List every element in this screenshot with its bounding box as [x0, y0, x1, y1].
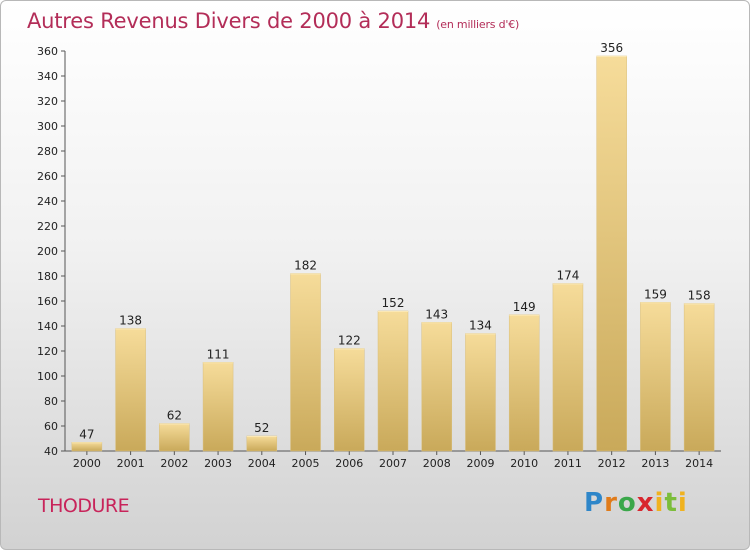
y-tick-label: 140 [37, 320, 58, 333]
x-tick-label: 2013 [641, 457, 669, 470]
y-tick-label: 260 [37, 170, 58, 183]
x-tick-label: 2001 [117, 457, 145, 470]
bar-value-label: 47 [79, 427, 94, 441]
bar-2014 [683, 303, 715, 452]
bar-2009 [465, 333, 496, 452]
y-tick-label: 160 [37, 295, 58, 308]
bar-2013 [640, 302, 671, 452]
y-tick-label: 280 [37, 145, 58, 158]
bar-2008 [421, 322, 452, 452]
y-tick-label: 180 [37, 270, 58, 283]
y-tick-label: 80 [44, 395, 58, 408]
bar-value-label: 111 [207, 347, 230, 361]
y-tick-label: 120 [37, 345, 58, 358]
x-tick-label: 2003 [204, 457, 232, 470]
x-tick-label: 2010 [510, 457, 538, 470]
x-tick-label: 2002 [160, 457, 188, 470]
bar-2003 [202, 362, 234, 452]
bar-2001 [115, 328, 146, 452]
bar-value-label: 356 [600, 41, 623, 55]
bar-2002 [159, 423, 190, 452]
x-tick-label: 2009 [466, 457, 494, 470]
bar-2004 [246, 435, 278, 452]
bar-value-label: 159 [644, 287, 667, 301]
bar-value-label: 182 [294, 259, 317, 273]
x-tick-label: 2014 [685, 457, 713, 470]
y-tick-label: 60 [44, 420, 58, 433]
bar-2011 [552, 283, 584, 452]
title-unit: (en milliers d'€) [436, 18, 520, 31]
proxiti-logo: Proxiti [584, 488, 688, 518]
y-tick-label: 300 [37, 120, 58, 133]
bar-value-label: 149 [513, 300, 536, 314]
bar-2010 [508, 314, 540, 452]
y-tick-label: 200 [37, 245, 58, 258]
bar-2006 [334, 348, 365, 452]
bar-value-label: 138 [119, 314, 142, 328]
y-tick-label: 360 [37, 45, 58, 58]
x-tick-label: 2006 [335, 457, 363, 470]
chart-title: Autres Revenus Divers de 2000 à 2014 (en … [27, 9, 519, 33]
x-tick-label: 2012 [598, 457, 626, 470]
x-tick-label: 2005 [292, 457, 320, 470]
x-tick-label: 2007 [379, 457, 407, 470]
y-tick-label: 340 [37, 70, 58, 83]
bar-value-label: 152 [382, 296, 405, 310]
x-tick-label: 2008 [423, 457, 451, 470]
bar-value-label: 158 [688, 289, 711, 303]
title-text: Autres Revenus Divers de 2000 à 2014 [27, 9, 431, 33]
bar-2005 [290, 273, 321, 452]
bar-value-label: 122 [338, 334, 361, 348]
axes: 40 60 80 100 120 140 160 180 200 220 240 260 280 300 3… [37, 45, 721, 470]
y-tick-label: 40 [44, 445, 58, 458]
location-label: THODURE [38, 495, 130, 517]
bar-value-label: 62 [167, 409, 182, 423]
x-tick-label: 2011 [554, 457, 582, 470]
bar-2000 [71, 442, 103, 452]
bar-2007 [377, 310, 409, 452]
bars: 47 138 62 111 52 182 122 152 143 134 149 174 356 159 1… [71, 41, 715, 452]
x-tick-label: 2004 [248, 457, 276, 470]
y-tick-label: 100 [37, 370, 58, 383]
bar-2012 [596, 55, 627, 452]
x-tick-label: 2000 [73, 457, 101, 470]
y-tick-label: 220 [37, 220, 58, 233]
bar-value-label: 52 [254, 421, 269, 435]
y-tick-label: 240 [37, 195, 58, 208]
bar-value-label: 143 [425, 307, 448, 321]
bar-value-label: 174 [556, 269, 579, 283]
bar-value-label: 134 [469, 319, 492, 333]
y-tick-label: 320 [37, 95, 58, 108]
